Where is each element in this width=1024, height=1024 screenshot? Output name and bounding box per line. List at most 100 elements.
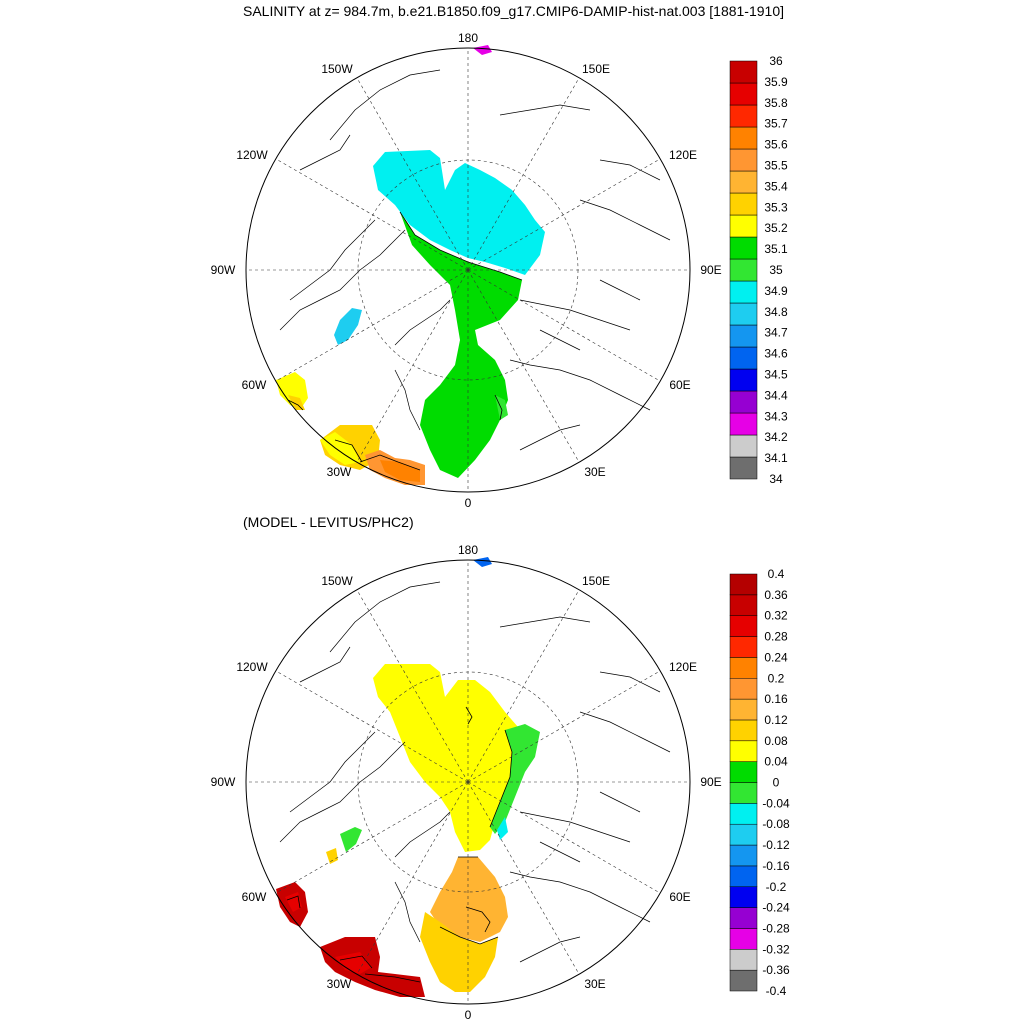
salinity-colorbar-swatch (729, 60, 758, 84)
difference-colorbar-label: 0.36 (764, 588, 788, 602)
lon-label-120w: 120W (236, 660, 268, 674)
salinity-colorbar-label: 34.3 (764, 409, 788, 423)
difference-colorbar-swatch (729, 823, 758, 846)
lon-label-150w: 150W (321, 574, 353, 588)
difference-colorbar-swatch (729, 615, 758, 637)
lon-label-180: 180 (458, 543, 478, 557)
lon-label-150w: 150W (321, 62, 353, 76)
difference-colorbar-label: -0.08 (762, 817, 790, 831)
lon-label-0: 0 (465, 1008, 472, 1022)
difference-colorbar-swatch (729, 865, 758, 887)
lon-label-60e: 60E (669, 890, 690, 904)
difference-colorbar-swatch (729, 907, 758, 929)
difference-colorbar-swatch (729, 782, 758, 804)
salinity-field-canada-basin (373, 150, 545, 275)
salinity-colorbar-label: 34.1 (764, 451, 788, 465)
salinity-colorbar-label: 34.5 (764, 368, 788, 382)
lon-label-120w: 120W (236, 148, 268, 162)
difference-ocean-fill (276, 557, 540, 997)
difference-colorbar-label: 0.08 (764, 734, 788, 748)
difference-colorbar-swatch (729, 636, 758, 658)
salinity-map-title: SALINITY at z= 984.7m, b.e21.B1850.f09_g… (243, 3, 785, 19)
lon-label-150e: 150E (582, 62, 610, 76)
lon-label-180: 180 (458, 31, 478, 45)
salinity-field-bering (473, 45, 492, 55)
difference-colorbar-label: -0.32 (762, 942, 790, 956)
salinity-colorbar-label: 35.7 (764, 117, 788, 131)
salinity-colorbar-swatch (729, 302, 758, 326)
difference-colorbar-label: 0.24 (764, 650, 788, 664)
difference-field-baffin-green (340, 827, 362, 852)
salinity-ocean-fill (276, 45, 545, 485)
salinity-field-irminger-yellow (320, 432, 360, 465)
salinity-colorbar-swatch (729, 346, 758, 370)
salinity-field-labrador-edge (288, 395, 305, 410)
difference-field-norwegian-sea (420, 912, 498, 992)
salinity-colorbar-label: 34.8 (764, 305, 788, 319)
salinity-coastlines (279, 69, 671, 451)
difference-map-title: (MODEL - LEVITUS/PHC2) (243, 514, 414, 530)
difference-colorbar-label: 0.2 (768, 671, 785, 685)
lon-label-30w: 30W (327, 977, 352, 991)
salinity-colorbar-label: 35.1 (764, 242, 788, 256)
salinity-colorbar-label: 35.3 (764, 200, 788, 214)
lon-label-90e: 90E (700, 263, 721, 277)
difference-colorbar-label: 0.32 (764, 609, 788, 623)
salinity-colorbar-label: 36 (769, 54, 783, 68)
difference-colorbar-label: 0.04 (764, 755, 788, 769)
lon-label-60w: 60W (242, 890, 267, 904)
salinity-graticule (246, 48, 690, 492)
salinity-polar-map: 180 150E 120E 90E 60E 30E 0 30W 60W 90W … (211, 31, 788, 510)
salinity-colorbar-swatch (729, 82, 758, 106)
salinity-colorbar-swatch (729, 170, 758, 194)
difference-colorbar-label: 0.12 (764, 713, 788, 727)
difference-field-bering (473, 557, 492, 567)
difference-field-baffin-orange (326, 848, 338, 864)
difference-colorbar-label: 0.16 (764, 692, 788, 706)
salinity-field-north-atlantic-dark (380, 460, 420, 482)
salinity-colorbar-label: 35.2 (764, 221, 788, 235)
salinity-colorbar-swatch (729, 456, 758, 480)
salinity-colorbar-swatch (729, 104, 758, 128)
difference-colorbar-label: 0.4 (768, 567, 785, 581)
salinity-colorbar-label: 34.7 (764, 326, 788, 340)
salinity-colorbar-label: 35.4 (764, 179, 788, 193)
difference-colorbar-label: 0 (773, 776, 780, 790)
salinity-colorbar-label: 34.6 (764, 347, 788, 361)
difference-colorbar-swatch (729, 573, 758, 596)
salinity-colorbar-swatch (729, 214, 758, 238)
salinity-colorbar-swatch (729, 258, 758, 282)
difference-field-north-atlantic (320, 937, 425, 997)
lon-label-0: 0 (465, 496, 472, 510)
difference-graticule (246, 560, 690, 1004)
difference-colorbar-swatch (729, 678, 758, 700)
salinity-colorbar-label: 35 (769, 263, 783, 277)
salinity-colorbar-label: 35.9 (764, 75, 788, 89)
lon-label-30w: 30W (327, 465, 352, 479)
salinity-colorbar-swatch (729, 390, 758, 414)
salinity-colorbar-swatch (729, 368, 758, 392)
salinity-colorbar-swatch (729, 412, 758, 436)
lon-label-60w: 60W (242, 378, 267, 392)
salinity-colorbar-swatch (729, 148, 758, 172)
difference-colorbar-swatch (729, 657, 758, 679)
difference-colorbar-label: -0.2 (766, 880, 787, 894)
lon-label-90e: 90E (700, 775, 721, 789)
difference-field-cyan-patch (497, 817, 508, 840)
salinity-colorbar-swatch (729, 236, 758, 260)
difference-colorbar-swatch (729, 949, 758, 971)
lon-label-60e: 60E (669, 378, 690, 392)
salinity-colorbar-label: 35.5 (764, 159, 788, 173)
difference-colorbar-label: -0.24 (762, 901, 790, 915)
difference-colorbar-label: -0.04 (762, 796, 790, 810)
salinity-colorbar-swatch (729, 324, 758, 348)
salinity-colorbar-label: 35.6 (764, 138, 788, 152)
difference-colorbar-swatch (729, 719, 758, 742)
difference-field-labrador-core (285, 892, 302, 912)
lon-label-150e: 150E (582, 574, 610, 588)
difference-colorbar-swatch (729, 698, 758, 721)
difference-colorbar-swatch (729, 844, 758, 867)
difference-colorbar-label: -0.36 (762, 963, 790, 977)
difference-colorbar-label: -0.16 (762, 859, 790, 873)
salinity-colorbar-swatch (729, 126, 758, 150)
